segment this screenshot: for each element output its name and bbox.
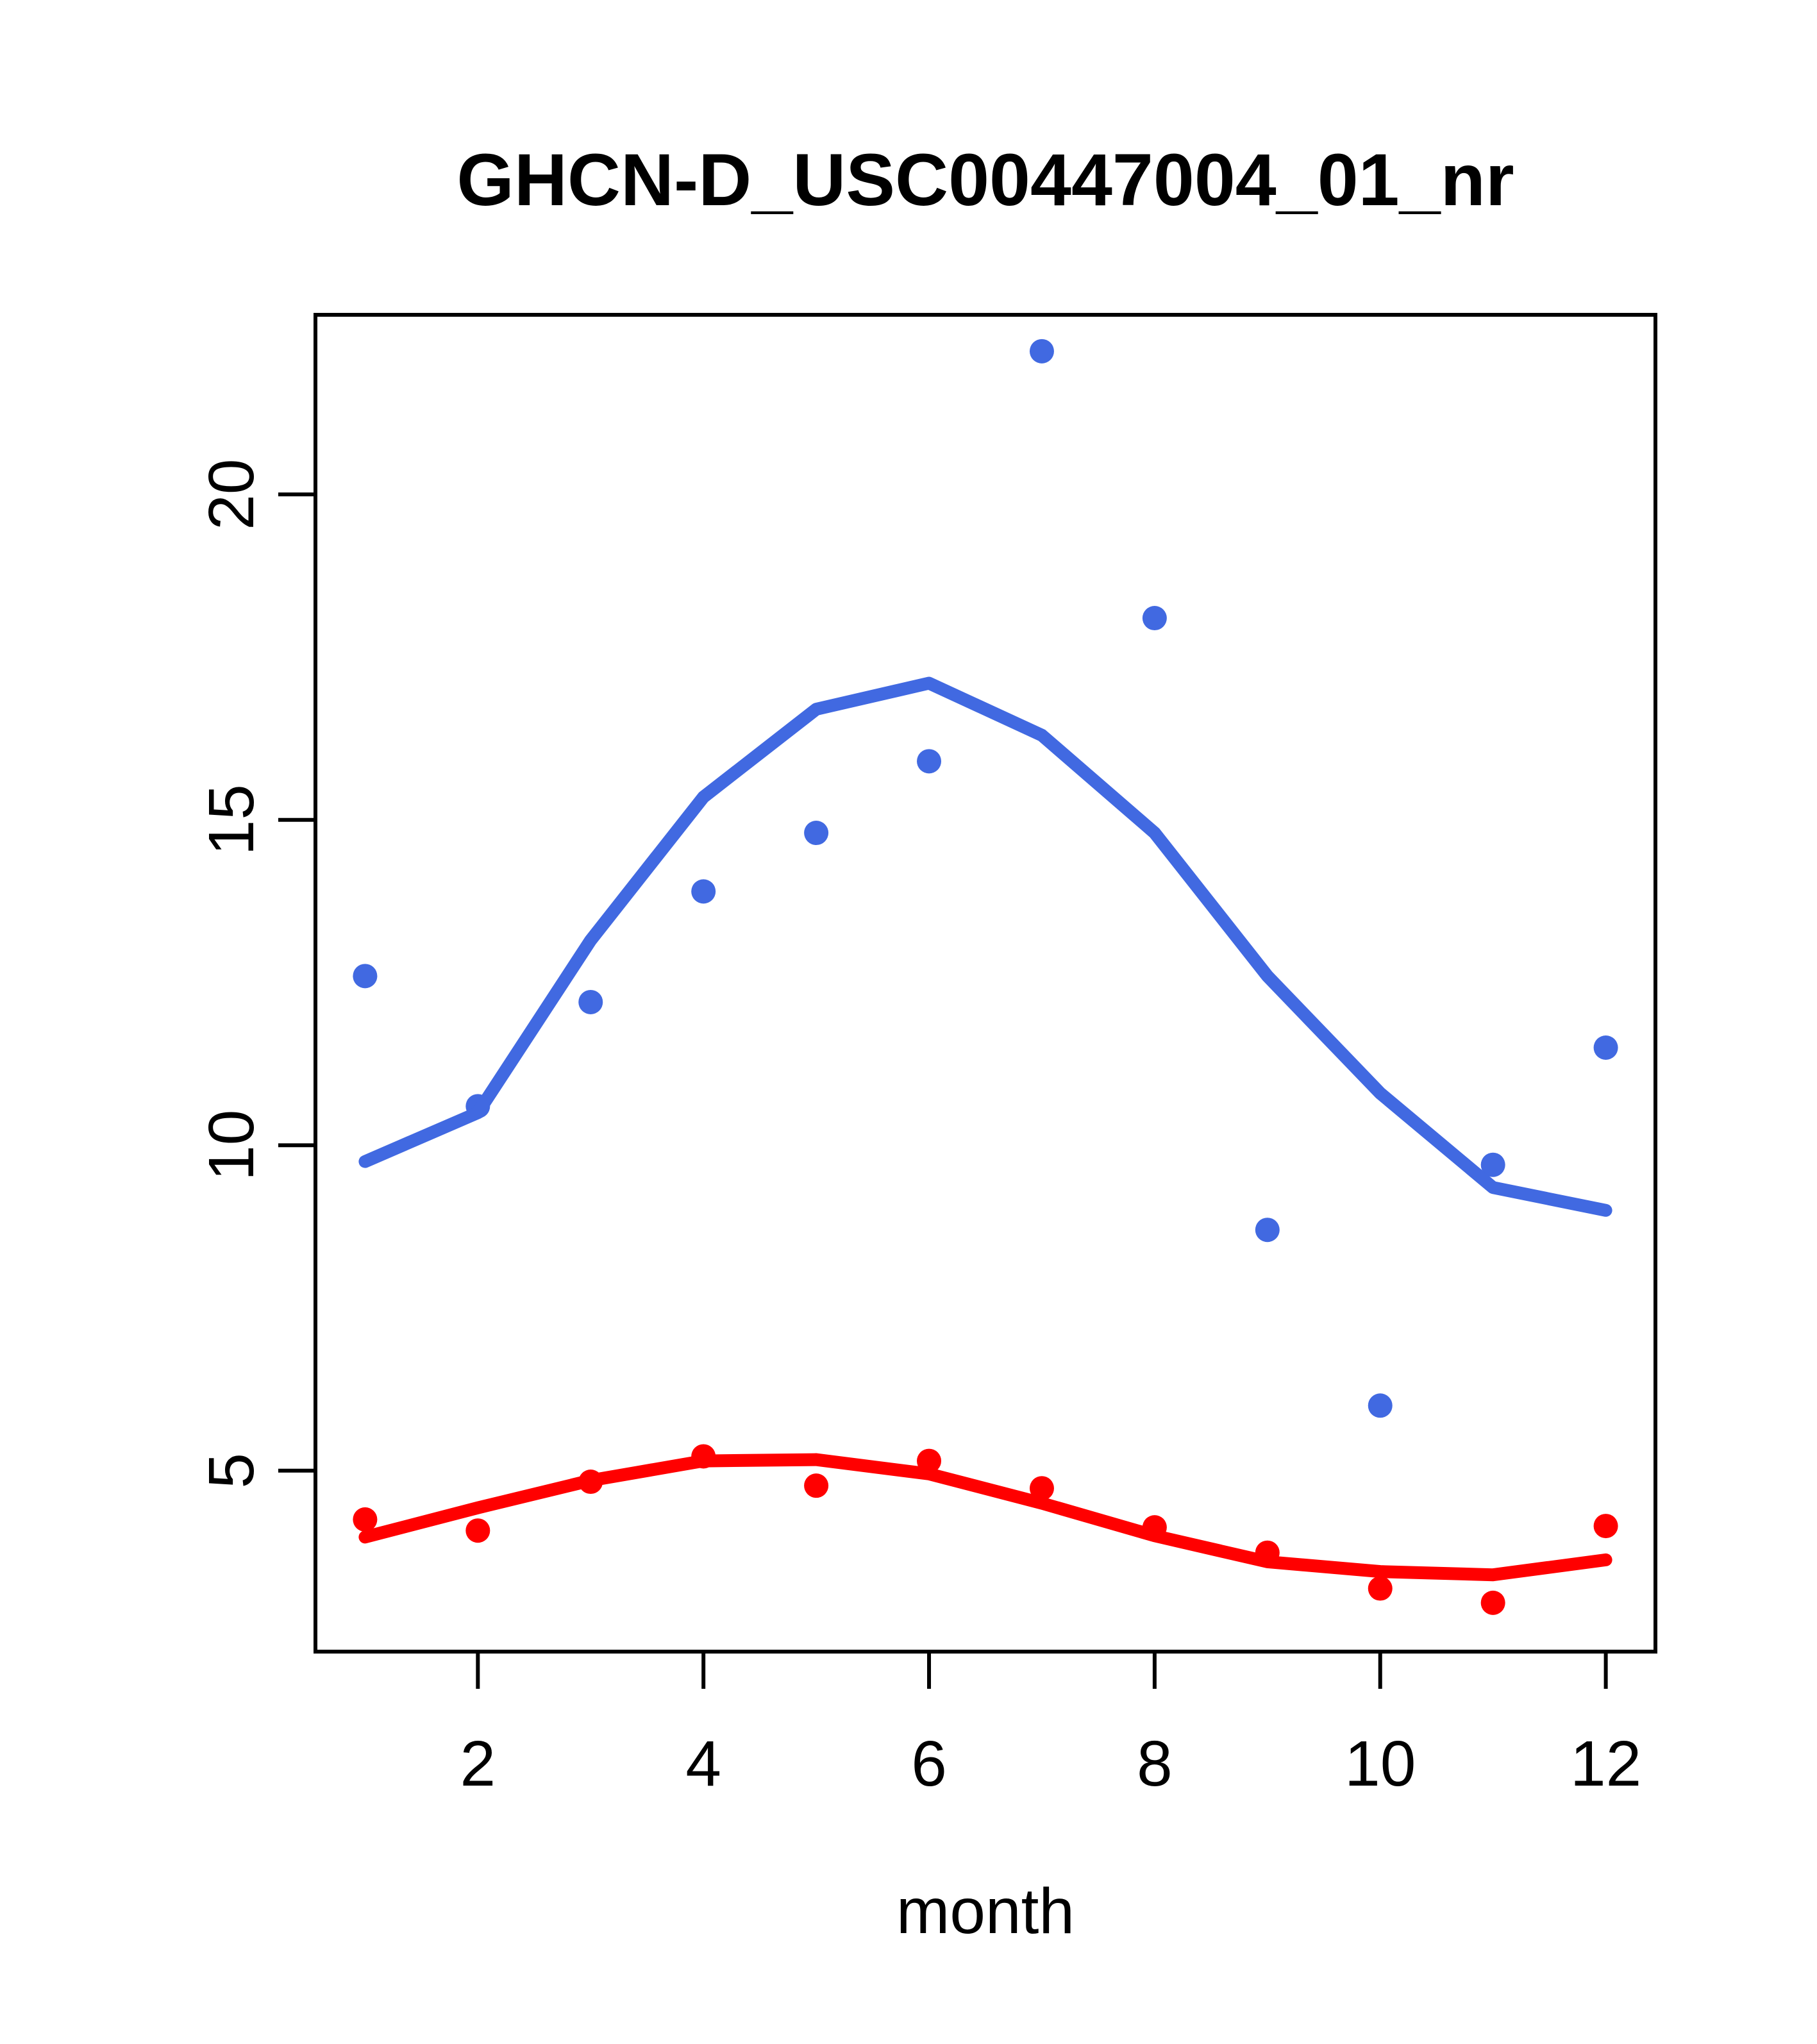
upper-points-dot [353,964,378,989]
x-tick-label: 6 [911,1728,947,1800]
series-upper-points [353,339,1618,1418]
series-lower-loess [358,1453,1612,1582]
x-tick-label: 12 [1570,1728,1641,1800]
lower-points-dot [353,1507,378,1532]
x-tick-label: 8 [1137,1728,1173,1800]
plot-box [314,313,1657,1654]
chart-series [353,339,1618,1615]
upper-points-dot [804,821,829,846]
upper-points-dot [1029,339,1054,364]
upper-loess-path [358,676,1612,1217]
upper-points-dot [1255,1218,1280,1243]
series-lower-points [353,1444,1618,1615]
upper-points-dot [917,749,942,774]
lower-points-dot [465,1518,490,1543]
x-tick-label: 2 [460,1728,496,1800]
chart-title: GHCN-D_USC00447004_01_nr [456,139,1514,221]
lower-points-dot [804,1473,829,1498]
lower-points-dot [1593,1514,1618,1539]
upper-points-dot [1480,1152,1505,1177]
x-tick-label: 4 [685,1728,721,1800]
lower-points-dot [1480,1590,1505,1615]
x-axis-ticks: 2 4 6 8 10 12 [460,1652,1641,1800]
upper-points-dot [1593,1035,1618,1060]
series-upper-loess [358,676,1612,1217]
lower-loess-path [358,1453,1612,1582]
y-tick-label: 5 [196,1453,267,1489]
x-axis-label: month [896,1875,1075,1947]
x-tick-label: 10 [1344,1728,1416,1800]
upper-points-dot [1142,606,1167,631]
lower-points-dot [1368,1576,1393,1601]
upper-points-dot [1368,1393,1393,1418]
y-tick-label: 10 [196,1110,267,1181]
y-tick-label: 20 [196,459,267,530]
y-axis-ticks: 5 10 15 20 [196,459,315,1489]
y-tick-label: 15 [196,784,267,855]
lower-points-dot [1029,1476,1054,1501]
upper-points-dot [578,989,603,1014]
upper-points-dot [691,879,716,904]
